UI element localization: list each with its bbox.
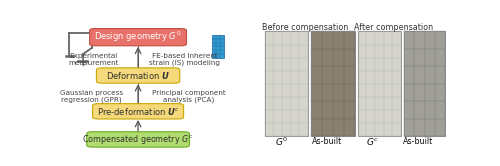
Text: Pre-deformation $\boldsymbol{U}^c$: Pre-deformation $\boldsymbol{U}^c$	[96, 106, 180, 117]
Bar	[265, 31, 308, 136]
Text: Compensated geometry $G^c$: Compensated geometry $G^c$	[82, 133, 194, 146]
FancyBboxPatch shape	[90, 29, 186, 46]
Bar	[212, 35, 224, 58]
Bar	[404, 31, 445, 136]
Text: Gaussian process
regression (GPR): Gaussian process regression (GPR)	[60, 90, 123, 103]
FancyBboxPatch shape	[96, 68, 180, 83]
Text: As-built: As-built	[312, 137, 342, 146]
Text: After compensation: After compensation	[354, 23, 434, 32]
Text: Before compensation: Before compensation	[262, 23, 348, 32]
Text: Design geometry $G^0$: Design geometry $G^0$	[94, 30, 182, 44]
Text: Principal component
analysis (PCA): Principal component analysis (PCA)	[152, 90, 226, 103]
Bar	[312, 31, 354, 136]
Text: FE-based inherent
strain (IS) modeling: FE-based inherent strain (IS) modeling	[149, 53, 220, 66]
FancyBboxPatch shape	[86, 132, 190, 147]
FancyBboxPatch shape	[92, 104, 184, 119]
Text: Deformation $\boldsymbol{U}$: Deformation $\boldsymbol{U}$	[106, 70, 170, 81]
Text: $G^0$: $G^0$	[275, 136, 288, 148]
Text: Experimental
measurement: Experimental measurement	[68, 53, 119, 66]
Bar	[358, 31, 401, 136]
Text: $G^c$: $G^c$	[366, 136, 379, 147]
Text: As-built: As-built	[403, 137, 434, 146]
